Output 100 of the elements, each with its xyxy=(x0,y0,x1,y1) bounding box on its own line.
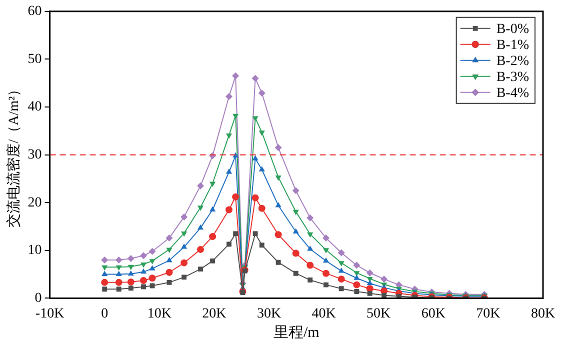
legend-label: B-3% xyxy=(496,70,530,86)
point xyxy=(128,286,134,291)
point xyxy=(140,262,147,268)
point xyxy=(276,260,281,265)
legend-label: B-0% xyxy=(496,22,530,38)
y-tick-label: 10 xyxy=(28,243,42,258)
point xyxy=(127,255,134,262)
point xyxy=(128,264,134,270)
point xyxy=(382,292,387,298)
point xyxy=(116,265,122,271)
point xyxy=(258,166,265,172)
point xyxy=(292,250,300,257)
point xyxy=(354,271,360,276)
point xyxy=(141,284,146,290)
x-tick-label: 50K xyxy=(366,306,391,322)
y-axis-title: 交流电流密度/（A/m²） xyxy=(6,82,22,228)
point xyxy=(140,277,148,284)
point xyxy=(274,231,282,238)
point xyxy=(209,233,216,240)
point xyxy=(258,90,266,97)
point xyxy=(180,213,188,220)
point xyxy=(252,231,258,236)
point xyxy=(149,259,156,264)
point xyxy=(306,214,314,222)
point xyxy=(322,270,330,277)
point xyxy=(307,232,314,238)
point xyxy=(232,72,240,80)
point xyxy=(102,270,108,276)
point xyxy=(116,286,122,292)
point xyxy=(226,133,232,139)
point xyxy=(324,282,328,288)
x-tick-label: 10K xyxy=(147,306,172,322)
point xyxy=(338,286,344,292)
point xyxy=(182,274,187,280)
point xyxy=(127,278,134,286)
point xyxy=(181,231,188,237)
point xyxy=(354,274,360,280)
point xyxy=(275,202,282,208)
point xyxy=(258,204,266,212)
point xyxy=(322,257,330,263)
point xyxy=(292,187,300,194)
point xyxy=(322,234,330,242)
y-tick-label: 40 xyxy=(28,100,42,115)
point xyxy=(354,289,360,294)
point xyxy=(140,268,147,274)
point xyxy=(166,268,173,276)
point xyxy=(367,290,372,296)
x-tick-label: 30K xyxy=(256,306,282,322)
point xyxy=(166,248,172,253)
point xyxy=(252,74,259,82)
point xyxy=(293,270,298,276)
x-tick-label: 80K xyxy=(530,306,556,322)
point xyxy=(353,281,360,288)
point xyxy=(101,278,108,286)
point xyxy=(226,168,232,174)
point xyxy=(252,116,258,122)
point xyxy=(166,234,173,242)
point xyxy=(366,269,374,276)
point xyxy=(307,245,314,251)
point xyxy=(197,224,204,230)
point xyxy=(338,249,345,256)
point xyxy=(226,242,232,247)
point xyxy=(225,206,232,214)
legend-label: B-2% xyxy=(496,54,530,70)
y-tick-label: 0 xyxy=(34,290,42,306)
point xyxy=(258,130,265,136)
point xyxy=(210,182,216,187)
x-tick-label: 40K xyxy=(312,306,336,322)
legend-label: B-1% xyxy=(496,38,530,54)
point xyxy=(148,248,156,255)
point xyxy=(210,258,216,264)
point xyxy=(166,280,172,285)
point xyxy=(225,92,232,100)
point xyxy=(102,286,108,292)
point xyxy=(116,270,122,276)
point xyxy=(149,265,156,270)
point xyxy=(252,194,259,202)
point xyxy=(252,155,258,160)
point xyxy=(380,276,388,283)
y-tick-label: 60 xyxy=(28,4,42,20)
x-axis-title: 里程/m xyxy=(273,324,320,341)
point xyxy=(180,259,188,266)
point xyxy=(366,280,373,286)
point xyxy=(101,256,108,264)
point xyxy=(233,231,238,236)
point xyxy=(128,270,134,276)
x-tick-label: 0 xyxy=(101,306,108,322)
point xyxy=(232,114,239,120)
point xyxy=(197,246,204,253)
point xyxy=(115,278,122,286)
point xyxy=(210,206,216,212)
point xyxy=(198,266,203,272)
point xyxy=(181,244,188,249)
point xyxy=(102,265,108,271)
point xyxy=(274,144,282,152)
point xyxy=(148,274,156,282)
x-tick-label: 70K xyxy=(476,306,500,322)
point xyxy=(259,242,264,248)
point xyxy=(166,256,172,262)
point xyxy=(140,252,148,260)
